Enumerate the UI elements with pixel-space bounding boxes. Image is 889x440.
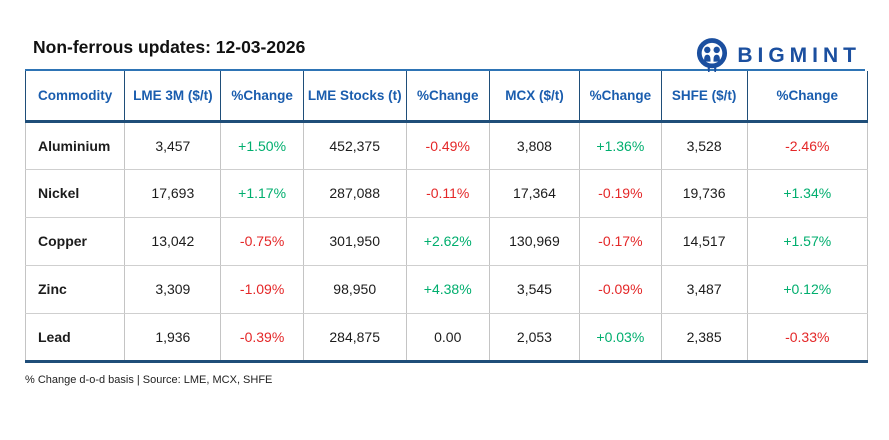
commodity-cell: Copper <box>24 217 125 266</box>
lme-stocks-change-cell: -0.49% <box>405 121 490 170</box>
mcx-change-cell: +1.36% <box>579 121 662 170</box>
shfe-change-cell: +1.34% <box>746 169 869 218</box>
title-underline <box>25 69 865 71</box>
col-header-commodity: Commodity <box>24 71 125 123</box>
table-body: Aluminium 3,457 +1.50% 452,375 -0.49% 3,… <box>24 121 869 361</box>
col-header-shfe: SHFE ($/t) <box>660 71 748 123</box>
mcx-cell: 17,364 <box>488 169 580 218</box>
lme-3m-change-cell: +1.50% <box>220 121 304 170</box>
col-header-lme-stocks: LME Stocks (t) <box>302 71 407 123</box>
bigmint-logo-text: BIGMINT <box>737 44 861 67</box>
mcx-cell: 130,969 <box>488 217 580 266</box>
col-header-lme-3m-change: %Change <box>220 71 304 123</box>
table-row: Copper 13,042 -0.75% 301,950 +2.62% 130,… <box>24 217 869 266</box>
commodity-cell: Nickel <box>24 169 125 218</box>
table-row: Aluminium 3,457 +1.50% 452,375 -0.49% 3,… <box>24 121 869 170</box>
commodity-cell: Lead <box>24 313 125 361</box>
bigmint-logo: BIGMINT <box>696 38 861 74</box>
table-row: Zinc 3,309 -1.09% 98,950 +4.38% 3,545 -0… <box>24 265 869 314</box>
lme-stocks-cell: 98,950 <box>302 265 407 314</box>
lme-3m-cell: 13,042 <box>124 217 221 266</box>
table-row: Nickel 17,693 +1.17% 287,088 -0.11% 17,3… <box>24 169 869 218</box>
lme-3m-cell: 3,309 <box>124 265 221 314</box>
mcx-cell: 3,808 <box>488 121 580 170</box>
lme-stocks-change-cell: +2.62% <box>405 217 490 266</box>
mcx-change-cell: +0.03% <box>579 313 662 361</box>
lme-stocks-cell: 301,950 <box>302 217 407 266</box>
col-header-lme-stocks-change: %Change <box>405 71 490 123</box>
mcx-cell: 3,545 <box>488 265 580 314</box>
shfe-change-cell: -0.33% <box>746 313 869 361</box>
lme-3m-cell: 17,693 <box>124 169 221 218</box>
shfe-change-cell: +1.57% <box>746 217 869 266</box>
table-row: Lead 1,936 -0.39% 284,875 0.00 2,053 +0.… <box>24 313 869 361</box>
commodity-cell: Aluminium <box>24 121 125 170</box>
shfe-cell: 14,517 <box>660 217 748 266</box>
shfe-cell: 19,736 <box>660 169 748 218</box>
col-header-mcx: MCX ($/t) <box>488 71 580 123</box>
lme-3m-cell: 3,457 <box>124 121 221 170</box>
commodity-cell: Zinc <box>24 265 125 314</box>
lme-stocks-change-cell: +4.38% <box>405 265 490 314</box>
lme-3m-change-cell: -0.39% <box>220 313 304 361</box>
mcx-change-cell: -0.17% <box>579 217 662 266</box>
lme-3m-change-cell: -0.75% <box>220 217 304 266</box>
page-title: Non-ferrous updates: 12-03-2026 <box>33 37 306 57</box>
page: BIGMINT Non-ferrous updates: 12-03-2026 … <box>0 36 889 440</box>
shfe-cell: 3,487 <box>660 265 748 314</box>
commodity-price-table: Commodity LME 3M ($/t) %Change LME Stock… <box>24 71 869 363</box>
lme-3m-cell: 1,936 <box>124 313 221 361</box>
table-header-row: Commodity LME 3M ($/t) %Change LME Stock… <box>24 71 869 123</box>
col-header-mcx-change: %Change <box>579 71 662 123</box>
col-header-lme-3m: LME 3M ($/t) <box>124 71 221 123</box>
shfe-change-cell: +0.12% <box>746 265 869 314</box>
col-header-shfe-change: %Change <box>746 71 869 123</box>
source-note: % Change d-o-d basis | Source: LME, MCX,… <box>25 373 273 386</box>
shfe-cell: 2,385 <box>660 313 748 361</box>
shfe-cell: 3,528 <box>660 121 748 170</box>
bigmint-logo-icon <box>697 38 728 72</box>
mcx-cell: 2,053 <box>488 313 580 361</box>
lme-3m-change-cell: +1.17% <box>220 169 304 218</box>
lme-stocks-cell: 284,875 <box>302 313 407 361</box>
lme-3m-change-cell: -1.09% <box>220 265 304 314</box>
lme-stocks-cell: 452,375 <box>302 121 407 170</box>
lme-stocks-change-cell: -0.11% <box>405 169 490 218</box>
shfe-change-cell: -2.46% <box>746 121 869 170</box>
lme-stocks-cell: 287,088 <box>302 169 407 218</box>
mcx-change-cell: -0.19% <box>579 169 662 218</box>
mcx-change-cell: -0.09% <box>579 265 662 314</box>
lme-stocks-change-cell: 0.00 <box>405 313 490 361</box>
